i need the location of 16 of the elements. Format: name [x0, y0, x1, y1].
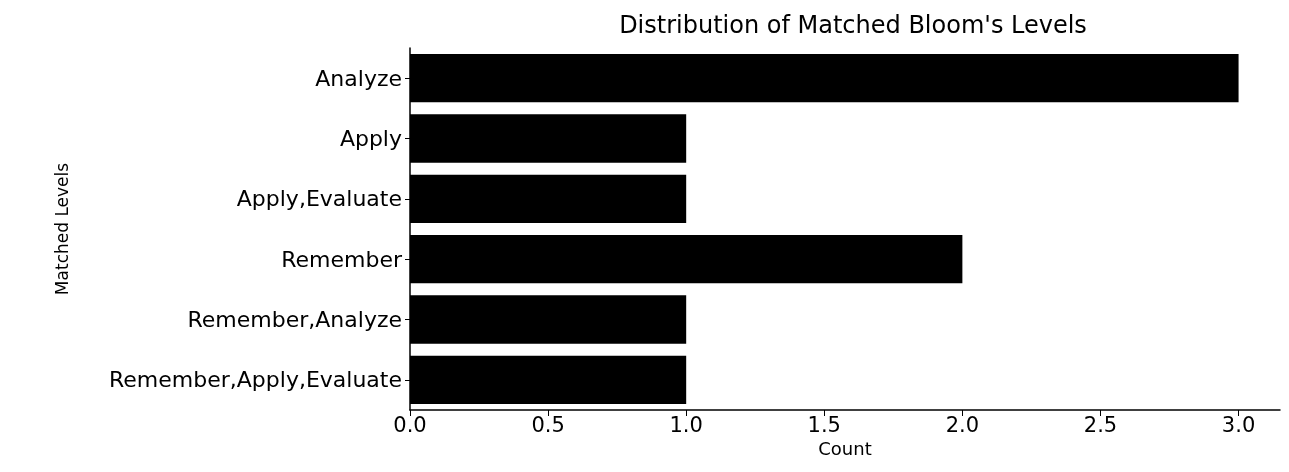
y-tick-label: Apply,Evaluate [236, 186, 402, 212]
x-tick-label: 1.5 [807, 412, 841, 437]
x-tick-label: 3.0 [1221, 412, 1256, 437]
chart-title: Distribution of Matched Bloom's Levels [619, 11, 1087, 39]
x-tick-label: 1.0 [669, 412, 703, 437]
y-tick-label: Remember [281, 246, 403, 272]
y-tick-label: Remember,Apply,Evaluate [109, 367, 402, 393]
y-tick-label: Remember,Analyze [187, 307, 402, 332]
x-tick-label: 0.5 [531, 412, 565, 437]
y-axis-title: Matched Levels [51, 162, 72, 296]
y-tick-label: Apply [339, 126, 402, 151]
x-tick-label: 0.0 [393, 412, 427, 437]
x-tick-label: 2.5 [1083, 412, 1118, 437]
x-tick-label: 2.0 [945, 412, 980, 437]
y-tick-label: Analyze [315, 65, 402, 91]
x-axis-title: Count [818, 438, 872, 460]
